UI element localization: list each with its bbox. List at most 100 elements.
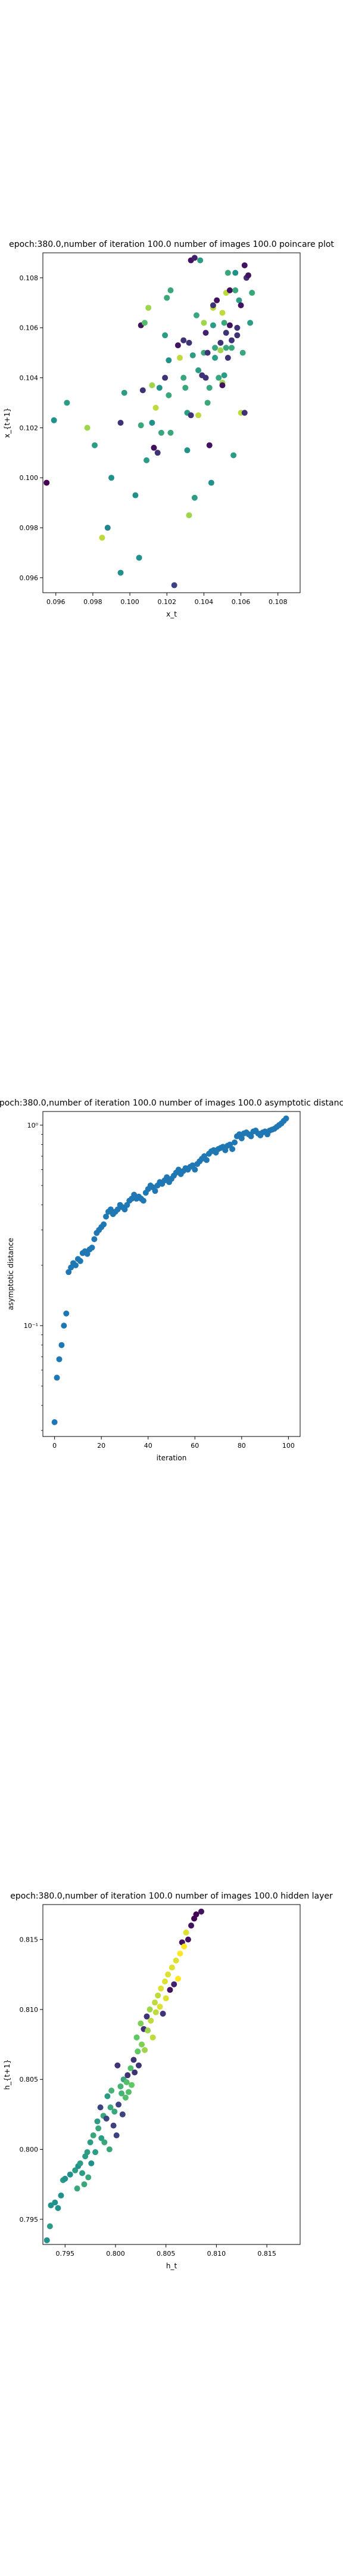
scatter-point xyxy=(166,392,172,398)
scatter-point xyxy=(58,2193,64,2199)
scatter-point xyxy=(214,298,220,304)
x-tick-label: 0.096 xyxy=(46,598,66,606)
scatter-point xyxy=(202,330,208,336)
scatter-point xyxy=(184,447,190,453)
scatter-point xyxy=(155,1992,161,1998)
scatter-point xyxy=(91,2132,96,2138)
scatter-point xyxy=(142,320,148,326)
scatter-point xyxy=(111,2109,117,2114)
scatter-point xyxy=(139,2042,145,2048)
scatter-point xyxy=(242,262,248,268)
x-tick-label: 0.805 xyxy=(157,2250,176,2258)
x-tick-label: 0.108 xyxy=(269,598,288,606)
scatter-point xyxy=(175,342,181,348)
scatter-point xyxy=(183,1930,189,1936)
x-axis-label: iteration xyxy=(157,1454,187,1462)
scatter-point xyxy=(219,310,225,316)
scatter-point xyxy=(186,340,192,346)
x-tick-label: 0 xyxy=(52,1442,57,1450)
scatter-point xyxy=(177,1950,183,1956)
scatter-point xyxy=(126,2089,132,2095)
scatter-point xyxy=(52,1419,58,1425)
scatter-point xyxy=(141,1198,146,1204)
scatter-point xyxy=(150,2035,156,2041)
scatter-point xyxy=(85,425,91,431)
chart-panel-hidden: epoch:380.0,number of iteration 100.0 nu… xyxy=(0,1884,343,2314)
scatter-point xyxy=(99,535,105,541)
scatter-point xyxy=(212,345,218,351)
scatter-point xyxy=(185,1937,191,1943)
y-tick-label: 0.106 xyxy=(20,324,39,332)
scatter-point xyxy=(145,305,151,311)
x-tick-label: 0.795 xyxy=(56,2250,75,2258)
scatter-point xyxy=(91,1236,97,1242)
scatter-point xyxy=(234,325,240,331)
scatter-point xyxy=(194,312,199,318)
x-tick-label: 40 xyxy=(144,1442,152,1450)
scatter-point xyxy=(197,258,203,264)
scatter-point xyxy=(171,1981,177,1987)
y-tick-label: 0.096 xyxy=(20,574,39,582)
y-tick-label: 0.102 xyxy=(20,424,39,432)
scatter-point xyxy=(74,2185,80,2191)
scatter-point xyxy=(120,2111,126,2117)
scatter-point xyxy=(52,2200,58,2206)
scatter-point xyxy=(142,2047,148,2053)
scatter-point xyxy=(149,420,155,426)
y-axis-label: x_{t+1} xyxy=(3,408,11,438)
chart-title: epoch:380.0,number of iteration 100.0 nu… xyxy=(0,1098,343,1108)
scatter-point xyxy=(169,1965,175,1971)
scatter-point xyxy=(158,430,164,436)
scatter-point xyxy=(234,332,240,338)
x-tick-label: 0.810 xyxy=(207,2250,226,2258)
scatter-point xyxy=(205,400,211,405)
scatter-point xyxy=(136,2063,142,2069)
scatter-point xyxy=(135,2048,141,2054)
y-tick-label: 0.800 xyxy=(20,2145,39,2153)
scatter-point xyxy=(145,2027,151,2033)
scatter-point xyxy=(147,2007,153,2012)
scatter-point xyxy=(207,385,213,391)
scatter-point xyxy=(77,1258,83,1264)
scatter-point xyxy=(140,388,146,394)
scatter-point xyxy=(136,555,142,561)
x-tick-label: 20 xyxy=(97,1442,105,1450)
scatter-point xyxy=(164,295,170,301)
x-tick-label: 60 xyxy=(191,1442,199,1450)
scatter-point xyxy=(173,1958,179,1964)
scatter-point xyxy=(167,287,173,293)
scatter-point xyxy=(172,582,177,588)
scatter-point xyxy=(138,422,144,428)
chart-title: epoch:380.0,number of iteration 100.0 nu… xyxy=(9,240,334,249)
scatter-point xyxy=(151,445,157,451)
chart-panel-poincare: epoch:380.0,number of iteration 100.0 nu… xyxy=(0,233,343,662)
scatter-point xyxy=(62,2176,68,2182)
scatter-point xyxy=(114,2063,120,2069)
poincare-plot: epoch:380.0,number of iteration 100.0 nu… xyxy=(0,233,343,662)
scatter-point xyxy=(227,287,233,293)
x-tick-label: 80 xyxy=(238,1442,246,1450)
scatter-point xyxy=(85,2174,91,2180)
scatter-point xyxy=(47,2224,53,2230)
scatter-point xyxy=(98,2104,104,2110)
x-tick-label: 100 xyxy=(282,1442,295,1450)
x-tick-label: 0.815 xyxy=(257,2250,276,2258)
scatter-point xyxy=(123,2095,129,2101)
plot-frame xyxy=(43,253,300,593)
scatter-point xyxy=(63,1311,69,1317)
scatter-point xyxy=(229,1146,235,1152)
scatter-point xyxy=(114,2132,120,2138)
scatter-point xyxy=(216,375,222,381)
scatter-point xyxy=(92,442,98,448)
scatter-point xyxy=(148,2018,154,2024)
scatter-point xyxy=(225,355,231,361)
scatter-point xyxy=(138,2020,144,2026)
scatter-point xyxy=(208,480,214,486)
x-tick-label: 0.104 xyxy=(195,598,214,606)
scatter-point xyxy=(89,1244,95,1250)
y-axis-label: h_{t+1} xyxy=(3,2059,11,2089)
scatter-point xyxy=(152,1999,158,2005)
scatter-point xyxy=(232,1140,238,1145)
scatter-point xyxy=(101,2140,107,2145)
scatter-point xyxy=(186,512,192,518)
